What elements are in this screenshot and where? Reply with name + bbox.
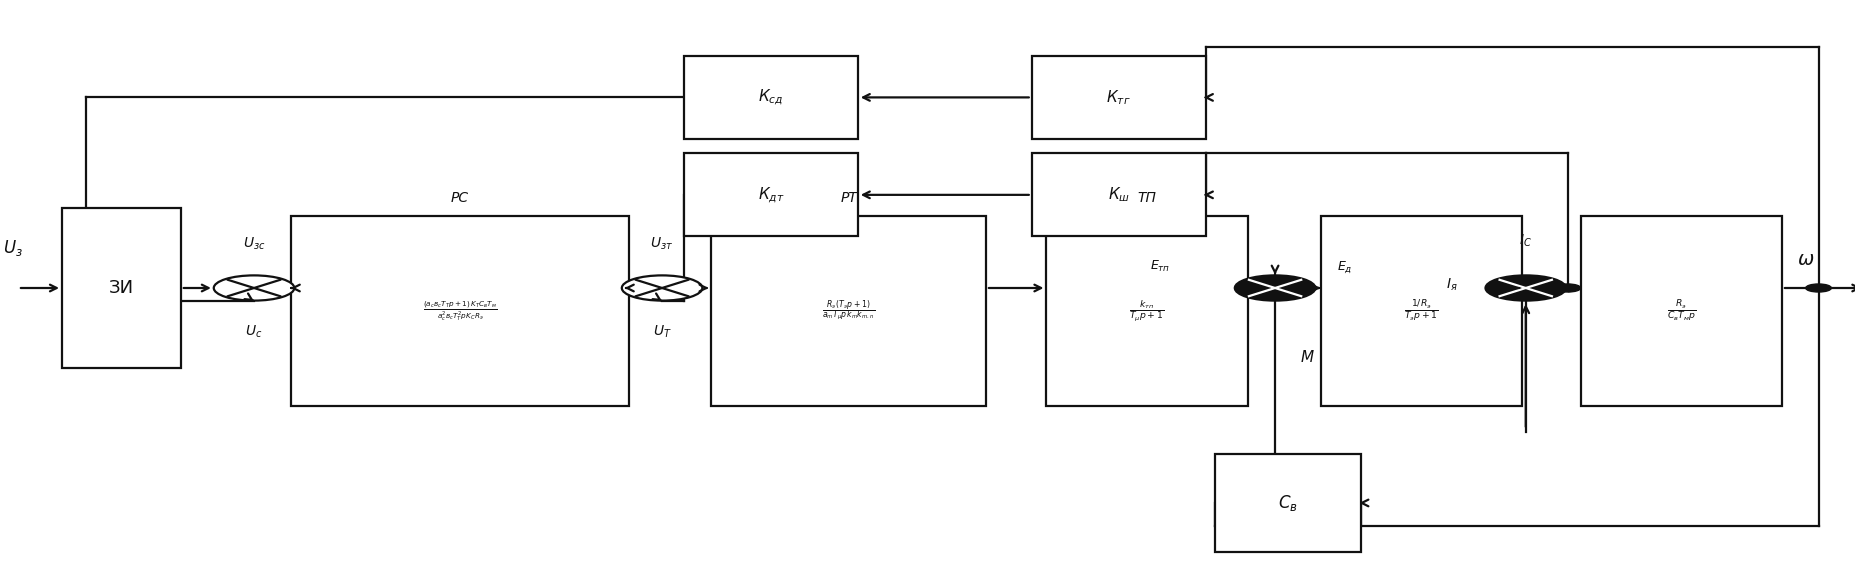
Text: $E_д$: $E_д$ bbox=[1337, 259, 1352, 275]
Text: $\frac{(a_c в_c T_T p+1)\,K_T C_в T_м}{a_c^2 в_c T_T^2 p K_C R_э}$: $\frac{(a_c в_c T_T p+1)\,K_T C_в T_м}{a… bbox=[423, 300, 497, 323]
Text: $\frac{1/R_э}{T_э p+1}$: $\frac{1/R_э}{T_э p+1}$ bbox=[1404, 298, 1438, 324]
FancyBboxPatch shape bbox=[710, 217, 985, 406]
Text: РС: РС bbox=[451, 191, 469, 205]
FancyBboxPatch shape bbox=[1213, 454, 1360, 552]
Text: $U_c$: $U_c$ bbox=[245, 324, 263, 340]
Text: $I_C$: $I_C$ bbox=[1519, 233, 1532, 249]
FancyBboxPatch shape bbox=[291, 217, 629, 406]
Text: $К_{тг}$: $К_{тг}$ bbox=[1106, 88, 1130, 107]
Circle shape bbox=[213, 275, 295, 301]
Circle shape bbox=[621, 275, 701, 301]
Text: $К_{сд}$: $К_{сд}$ bbox=[759, 88, 783, 107]
Text: ТП: ТП bbox=[1137, 191, 1156, 205]
Text: $I_я$: $I_я$ bbox=[1445, 277, 1458, 293]
Text: $К_{дт}$: $К_{дт}$ bbox=[757, 185, 785, 205]
Text: $C_в$: $C_в$ bbox=[1278, 493, 1297, 513]
Text: ЗИ: ЗИ bbox=[109, 279, 134, 297]
Text: $U_{зт}$: $U_{зт}$ bbox=[649, 236, 673, 252]
Text: $\frac{k_{тп}}{T_\mu p+1}$: $\frac{k_{тп}}{T_\mu p+1}$ bbox=[1128, 298, 1163, 323]
Circle shape bbox=[1805, 284, 1831, 292]
Text: $\frac{R_э}{C_в T_м p}$: $\frac{R_э}{C_в T_м p}$ bbox=[1666, 298, 1695, 324]
Circle shape bbox=[1484, 275, 1566, 301]
Circle shape bbox=[1234, 275, 1315, 301]
FancyBboxPatch shape bbox=[1031, 153, 1206, 236]
Text: $U_T$: $U_T$ bbox=[653, 324, 672, 340]
Text: $M$: $M$ bbox=[1298, 349, 1313, 365]
FancyBboxPatch shape bbox=[684, 153, 857, 236]
FancyBboxPatch shape bbox=[1580, 217, 1781, 406]
Text: РТ: РТ bbox=[840, 191, 857, 205]
Text: $U_з$: $U_з$ bbox=[2, 238, 22, 258]
FancyBboxPatch shape bbox=[61, 208, 180, 368]
Text: $К_{ш}$: $К_{ш}$ bbox=[1107, 185, 1130, 204]
Text: $\omega$: $\omega$ bbox=[1796, 250, 1814, 269]
Text: $\frac{R_э\,(T_э p+1)}{a_m T_\mu p\,k_m k_{m.n}}$: $\frac{R_э\,(T_э p+1)}{a_m T_\mu p\,k_m … bbox=[822, 298, 876, 324]
Text: $U_{зс}$: $U_{зс}$ bbox=[243, 236, 265, 252]
FancyBboxPatch shape bbox=[1321, 217, 1521, 406]
Text: $E_{тп}$: $E_{тп}$ bbox=[1150, 259, 1171, 274]
Circle shape bbox=[1554, 284, 1580, 292]
FancyBboxPatch shape bbox=[1046, 217, 1247, 406]
FancyBboxPatch shape bbox=[1031, 56, 1206, 139]
FancyBboxPatch shape bbox=[684, 56, 857, 139]
